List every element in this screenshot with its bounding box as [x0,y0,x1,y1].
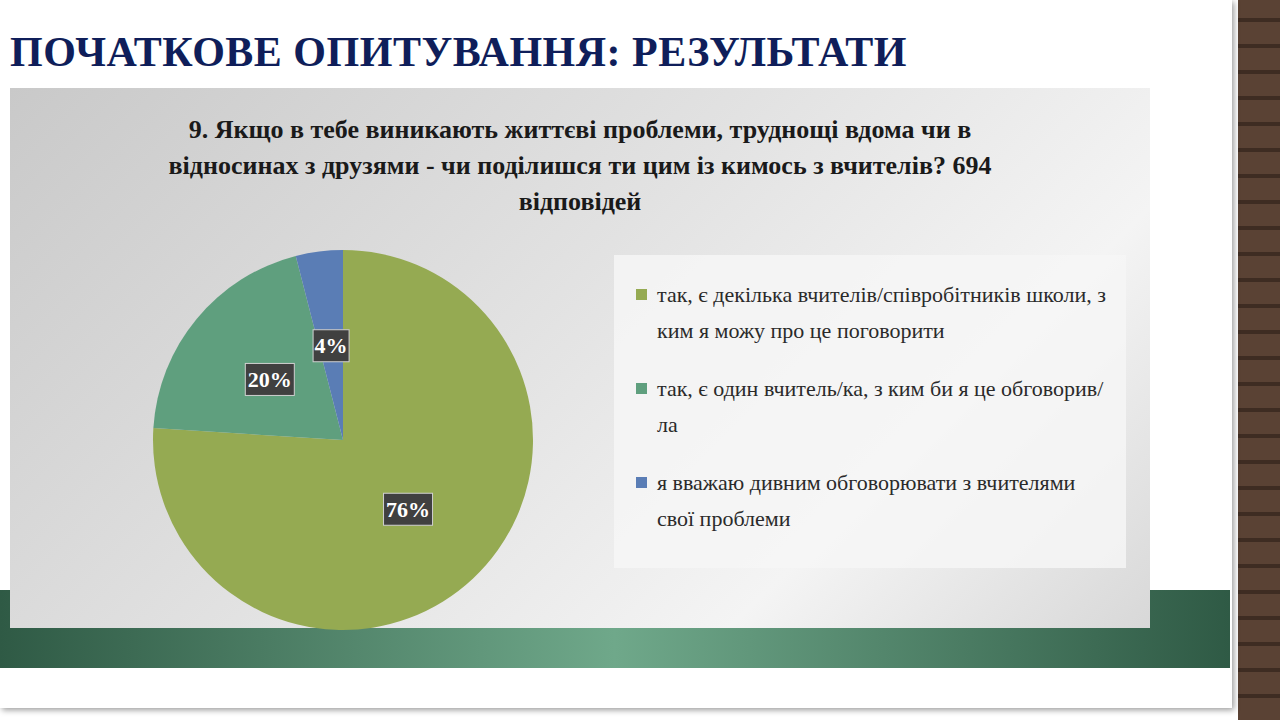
svg-text:76%: 76% [386,497,430,522]
html-text:я вважаю дивним обговорювати з: я вважаю дивним обговорювати з вчителями… [657,470,1076,531]
html-text:так, є один вчитель/ка, з ким: так, є один вчитель/ка, з ким би я це об… [657,376,1104,437]
html-text:так, є декілька вчителів/співр: так, є декілька вчителів/співробітників … [657,282,1106,343]
html-text:9. Якщо в тебе виникають життє: 9. Якщо в тебе виникають життєві проблем… [168,115,992,216]
svg-text:20%: 20% [248,367,292,392]
svg-text:4%: 4% [315,333,348,358]
html-text:ПОЧАТКОВЕ ОПИТУВАННЯ: РЕЗУЛЬТА: ПОЧАТКОВЕ ОПИТУВАННЯ: РЕЗУЛЬТАТИ [10,29,907,75]
